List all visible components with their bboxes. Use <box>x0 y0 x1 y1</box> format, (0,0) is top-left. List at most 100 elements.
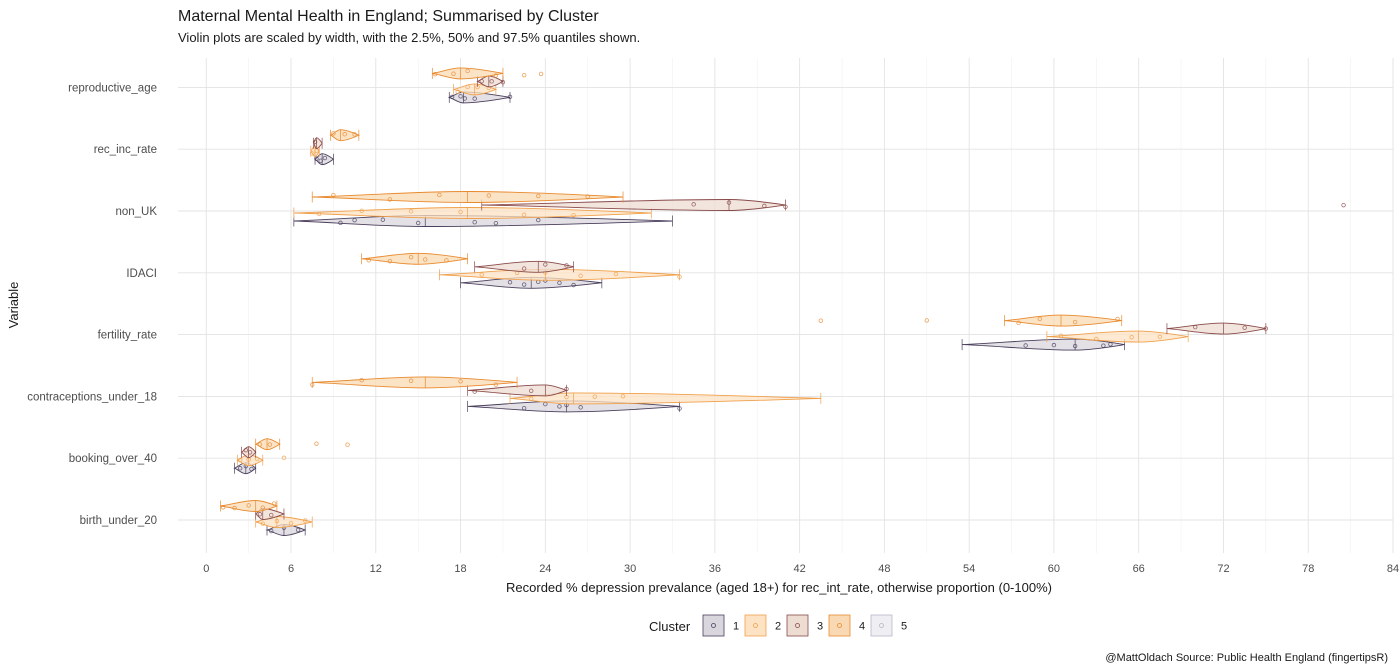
data-point <box>818 318 824 323</box>
data-point <box>249 466 254 472</box>
data-point <box>331 131 336 136</box>
series-1 <box>233 91 1125 536</box>
data-point <box>521 72 527 78</box>
data-point <box>557 404 562 409</box>
series-4 <box>220 67 1123 512</box>
data-point <box>345 442 350 447</box>
data-point <box>257 512 263 517</box>
data-point <box>571 282 576 288</box>
y-tick-label: non_UK <box>115 206 157 218</box>
data-point <box>1341 202 1346 208</box>
data-point <box>243 447 249 453</box>
violin <box>313 137 323 150</box>
data-point <box>281 455 287 461</box>
data-point <box>451 71 456 76</box>
data-point <box>274 518 280 524</box>
data-point <box>528 388 534 393</box>
data-point <box>521 282 527 287</box>
y-tick-label: rec_inc_rate <box>94 144 157 156</box>
legend-label: 4 <box>859 621 865 633</box>
x-tick-label: 6 <box>288 563 294 575</box>
gridlines <box>178 58 1394 553</box>
legend-label: 1 <box>733 621 739 633</box>
data-point <box>221 505 226 510</box>
legend-key-point <box>879 623 884 628</box>
data-point <box>254 456 260 462</box>
legend-item: 3 <box>786 614 823 637</box>
data-point <box>1072 343 1078 349</box>
x-tick-label: 84 <box>1387 563 1399 575</box>
data-point <box>1108 342 1113 347</box>
x-tick-label: 24 <box>539 563 551 575</box>
data-point <box>783 204 788 209</box>
data-point <box>322 155 328 161</box>
data-point <box>1263 326 1269 331</box>
data-point <box>536 193 541 199</box>
x-tick-label: 48 <box>878 563 890 575</box>
violin <box>329 129 360 142</box>
data-point <box>1157 334 1163 340</box>
data-point <box>314 441 319 446</box>
data-point <box>1072 319 1078 325</box>
legend-key-point <box>753 623 758 628</box>
data-point <box>232 505 237 511</box>
data-point <box>691 202 696 207</box>
data-point <box>1193 324 1198 330</box>
violin <box>361 252 468 265</box>
legend-item: 2 <box>744 614 781 637</box>
data-point <box>317 211 322 217</box>
y-tick-label: reproductive_age <box>68 82 157 94</box>
data-point <box>449 94 455 100</box>
data-point <box>246 503 251 508</box>
legend-key-point <box>795 623 800 628</box>
data-point <box>269 512 274 518</box>
legend-key <box>828 614 851 637</box>
legend: Cluster 1 2 3 4 5 <box>649 614 907 637</box>
legend-key <box>744 614 767 637</box>
violin <box>293 207 652 219</box>
y-axis-labels: birth_under_20 booking_over_40 contracepti… <box>27 82 157 527</box>
legend-item: 1 <box>702 614 739 637</box>
violin <box>439 268 680 281</box>
violin <box>312 376 518 389</box>
data-point <box>924 318 929 323</box>
y-axis-title: Variable <box>6 282 21 329</box>
data-point <box>677 406 682 411</box>
data-point <box>493 382 499 387</box>
data-point <box>269 528 274 534</box>
violins <box>220 67 1346 536</box>
data-point <box>578 405 583 410</box>
x-axis-ticks: 0 6 12 18 24 30 36 42 48 54 60 66 72 78 84 <box>203 563 1399 575</box>
data-point <box>1023 343 1028 348</box>
legend-key-point <box>837 623 842 628</box>
data-point <box>489 79 494 84</box>
x-tick-label: 66 <box>1133 563 1145 575</box>
data-point <box>408 209 414 214</box>
data-point <box>543 262 548 267</box>
x-axis-title: Recorded % depression prevalance (aged 1… <box>506 580 1052 595</box>
data-point <box>302 518 308 523</box>
data-point <box>507 94 513 100</box>
x-tick-label: 54 <box>963 563 975 575</box>
data-point <box>578 273 583 278</box>
legend-item: 5 <box>870 614 907 637</box>
data-point <box>247 450 253 455</box>
data-point <box>310 151 315 156</box>
data-point <box>1242 325 1247 330</box>
legend-item: 4 <box>828 614 865 637</box>
y-tick-label: birth_under_20 <box>80 515 157 527</box>
data-point <box>423 257 428 262</box>
legend-key <box>702 614 725 637</box>
data-point <box>472 219 477 225</box>
data-point <box>314 156 319 161</box>
data-point <box>1058 333 1064 338</box>
data-point <box>366 258 371 263</box>
data-point <box>1129 335 1134 340</box>
data-point <box>486 193 492 198</box>
data-point <box>521 266 527 271</box>
data-point <box>1016 320 1021 326</box>
data-point <box>458 94 463 99</box>
data-point <box>432 71 438 77</box>
chart-title: Maternal Mental Health in England; Summa… <box>178 8 599 25</box>
data-point <box>312 139 318 145</box>
